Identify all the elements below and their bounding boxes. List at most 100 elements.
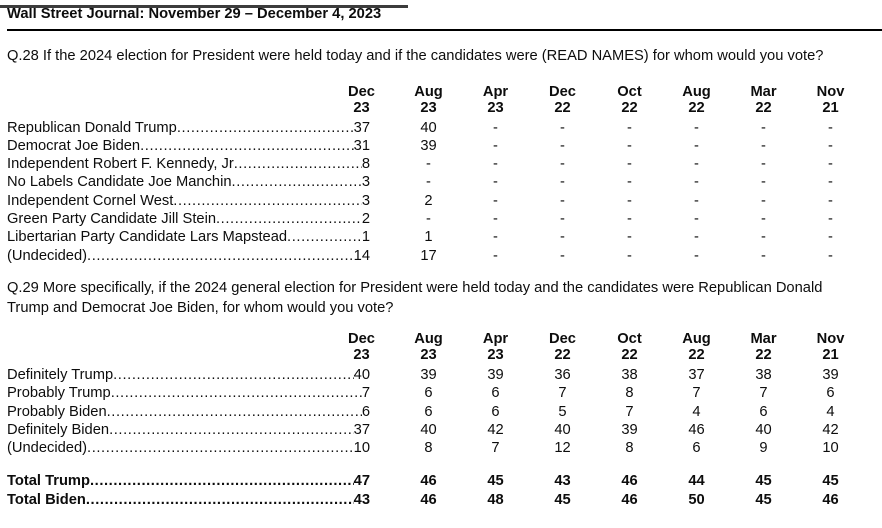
q28-table: Dec 23 Aug 23 Apr 23 Dec 22 Oct 22 Aug 22 Mar 22 Nov 21… <box>7 84 864 265</box>
column-year: 21 <box>822 346 839 363</box>
value-cell: 45 <box>487 473 504 490</box>
table-row: Republican Donald Trump 37 40 - - - - - - <box>7 119 864 137</box>
table-row: Total Biden 43 46 48 45 46 50 45 46 <box>7 491 864 509</box>
q28-table-header: Dec 23 Aug 23 Apr 23 Dec 22 Oct 22 Aug 22 Mar 22 Nov 21 <box>7 84 864 116</box>
value-cell: 46 <box>688 421 705 438</box>
value-cell: 43 <box>353 491 370 508</box>
column-year: 21 <box>822 99 839 116</box>
value-cell: - <box>627 137 632 154</box>
dot-leader <box>87 439 354 457</box>
value-cell: 39 <box>420 137 437 154</box>
value-cell: 6 <box>759 403 768 420</box>
value-cell: 4 <box>826 403 835 420</box>
row-label: Republican Donald Trump <box>7 119 177 136</box>
value-cell: 3 <box>361 174 370 191</box>
value-cell: 40 <box>420 421 437 438</box>
value-cell: 17 <box>420 247 437 264</box>
column-header: Aug 22 <box>663 84 730 116</box>
value-cell: 2 <box>361 211 370 228</box>
totals-gap <box>7 457 864 472</box>
dot-leader <box>87 247 354 265</box>
column-month: Nov <box>816 83 845 100</box>
column-year: 22 <box>688 346 705 363</box>
table-row: (Undecided) 14 17 - - - - - - <box>7 247 864 265</box>
value-cell: 10 <box>822 440 839 457</box>
value-cell: 6 <box>361 403 370 420</box>
row-lead: No Labels Candidate Joe Manchin 3 <box>7 173 395 191</box>
value-cell: 12 <box>554 440 571 457</box>
value-cell: - <box>560 192 565 209</box>
column-year: 22 <box>621 346 638 363</box>
value-cell: 39 <box>822 366 839 383</box>
value-cell: 37 <box>353 119 370 136</box>
dot-leader <box>287 228 362 246</box>
value-cell: - <box>560 247 565 264</box>
table-row: Probably Biden 6 6 6 5 7 4 6 4 <box>7 403 864 421</box>
value-cell: - <box>761 156 766 173</box>
q29-table-header: Dec 23 Aug 23 Apr 23 Dec 22 Oct 22 Aug 22 Mar 22 Nov 21 <box>7 331 864 363</box>
value-cell: 40 <box>755 421 772 438</box>
value-cell: - <box>627 174 632 191</box>
row-lead: Definitely Trump 40 <box>7 366 395 384</box>
column-header: Apr 23 <box>462 331 529 363</box>
value-cell: 5 <box>558 403 567 420</box>
value-cell: 46 <box>621 491 638 508</box>
value-cell: - <box>828 174 833 191</box>
row-label: (Undecided) <box>7 247 88 264</box>
value-cell: 42 <box>822 421 839 438</box>
table-row: Total Trump 47 46 45 43 46 44 45 45 <box>7 472 864 490</box>
row-label: Total Biden <box>7 491 86 508</box>
value-cell: 50 <box>688 491 705 508</box>
dot-leader <box>140 137 354 155</box>
dot-leader <box>90 472 354 490</box>
column-year: 22 <box>755 346 772 363</box>
value-cell: 7 <box>759 385 768 402</box>
poll-document: { "header": { "title": "Wall Street Jour… <box>0 5 882 528</box>
value-cell: 2 <box>424 192 433 209</box>
dot-leader <box>177 119 354 137</box>
value-cell: 7 <box>491 440 500 457</box>
column-month: Mar <box>750 330 777 347</box>
value-cell: - <box>761 229 766 246</box>
column-month: Mar <box>750 83 777 100</box>
value-cell: 7 <box>692 385 701 402</box>
value-cell: - <box>828 211 833 228</box>
value-cell: - <box>627 119 632 136</box>
dot-leader <box>113 366 354 384</box>
table-row: Probably Trump 7 6 6 7 8 7 7 6 <box>7 384 864 402</box>
column-header: Apr 23 <box>462 84 529 116</box>
column-header: Dec 23 <box>328 331 395 363</box>
column-year: 22 <box>554 99 571 116</box>
value-cell: - <box>694 174 699 191</box>
value-cell: 8 <box>625 385 634 402</box>
value-cell: 48 <box>487 491 504 508</box>
value-cell: 7 <box>558 385 567 402</box>
table-row: Libertarian Party Candidate Lars Mapstea… <box>7 228 864 246</box>
column-month: Aug <box>682 330 711 347</box>
dot-leader <box>107 403 362 421</box>
q29-table: Dec 23 Aug 23 Apr 23 Dec 22 Oct 22 Aug 22 Mar 22 Nov 21… <box>7 331 864 509</box>
value-cell: 45 <box>755 473 772 490</box>
value-cell: - <box>694 119 699 136</box>
table-row: Definitely Biden 37 40 42 40 39 46 40 42 <box>7 421 864 439</box>
column-year: 23 <box>353 346 370 363</box>
column-year: 23 <box>420 99 437 116</box>
row-lead: Definitely Biden 37 <box>7 421 395 439</box>
value-cell: - <box>426 174 431 191</box>
column-year: 23 <box>487 99 504 116</box>
row-lead: Democrat Joe Biden 31 <box>7 137 395 155</box>
value-cell: - <box>828 247 833 264</box>
value-cell: - <box>627 211 632 228</box>
column-year: 23 <box>353 99 370 116</box>
table-row: Independent Robert F. Kennedy, Jr 8 - - - - - -… <box>7 155 864 173</box>
value-cell: 45 <box>554 491 571 508</box>
value-cell: 6 <box>424 403 433 420</box>
row-lead: Total Trump 47 <box>7 472 395 490</box>
value-cell: - <box>627 229 632 246</box>
value-cell: - <box>627 192 632 209</box>
column-year: 23 <box>487 346 504 363</box>
column-header: Dec 22 <box>529 331 596 363</box>
value-cell: 9 <box>759 440 768 457</box>
value-cell: 8 <box>424 440 433 457</box>
value-cell: - <box>828 229 833 246</box>
